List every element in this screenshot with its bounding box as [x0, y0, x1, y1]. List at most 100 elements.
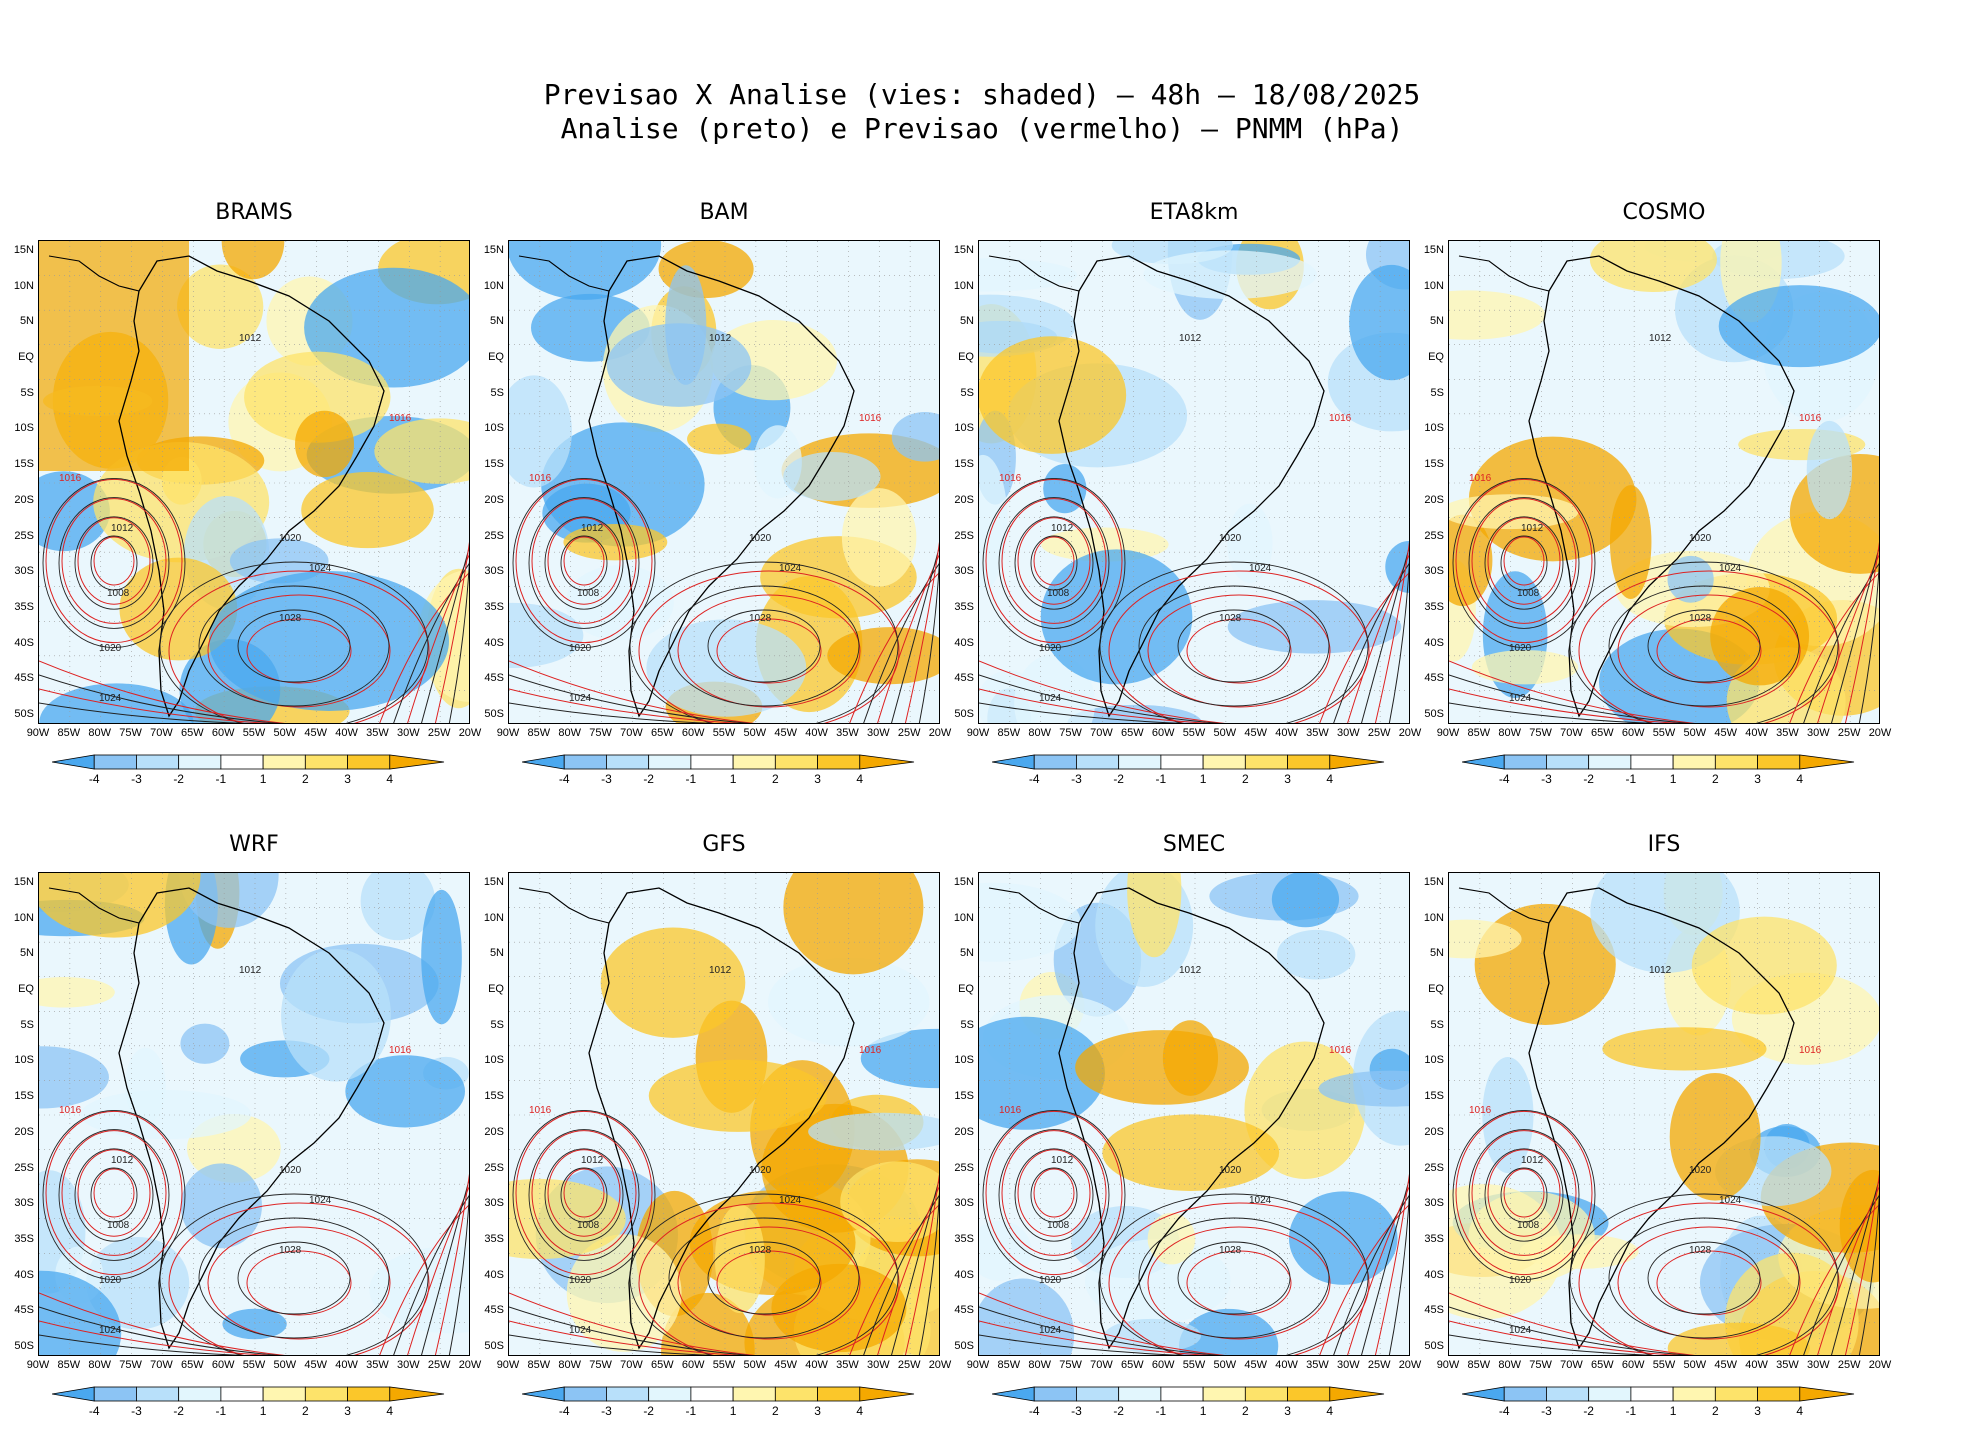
- analysis-isobar: [1608, 1217, 1800, 1339]
- analysis-isobar: [982, 1109, 1126, 1281]
- colorbar-swatch: [1076, 1386, 1120, 1402]
- panel-title: BRAMS: [215, 200, 293, 225]
- lon-tick-label: 85W: [527, 1359, 551, 1371]
- bias-shade: [783, 451, 881, 502]
- lon-tick-label: 65W: [180, 727, 204, 739]
- central-america-coastline: [518, 887, 610, 924]
- lat-tick-label: 10S: [484, 422, 504, 435]
- lat-tick-label: 5N: [959, 315, 974, 328]
- colorbar-swatch: [1462, 1386, 1505, 1402]
- colorbar-label: -2: [643, 1404, 654, 1418]
- lat-tick-label: 5S: [20, 386, 34, 399]
- colorbar-label: 3: [814, 1404, 821, 1418]
- analysis-isobar: [1138, 585, 1330, 707]
- forecast-isobar: [1578, 1202, 1840, 1355]
- forecast-isobar: [1471, 498, 1577, 624]
- isobar-label: 1012: [709, 333, 732, 344]
- forecast-isobar: [979, 660, 1226, 723]
- lon-tick-label: 45W: [1244, 727, 1268, 739]
- bias-shade: [565, 565, 674, 641]
- lat-tick-label: EQ: [958, 983, 974, 996]
- panel-title: SMEC: [1162, 832, 1226, 857]
- colorbar-swatch: [606, 754, 650, 770]
- lat-tick-label: 5S: [1430, 1018, 1444, 1031]
- bias-shade: [979, 1016, 1105, 1130]
- forecast-isobar: [515, 478, 653, 644]
- colorbar-label: -3: [1071, 772, 1082, 786]
- lon-tick-label: 30W: [396, 727, 420, 739]
- lon-tick-label: 25W: [427, 727, 451, 739]
- colorbar-swatch: [1630, 1386, 1674, 1402]
- analysis-isobar: [39, 1334, 245, 1355]
- forecast-isobar: [1147, 594, 1331, 708]
- lat-tick-label: 50S: [484, 1340, 504, 1352]
- analysis-isobar: [629, 561, 899, 723]
- lat-tick-label: 15S: [954, 1090, 974, 1103]
- lon-tick-label: 35W: [366, 727, 389, 739]
- forecast-isobar: [39, 688, 271, 723]
- lon-tick-label: 80W: [1498, 727, 1522, 739]
- colorbar-label: 2: [1241, 772, 1249, 786]
- lat-tick-label: 50S: [1424, 708, 1444, 720]
- bias-shade: [421, 889, 462, 1025]
- forecast-isobar: [246, 1250, 352, 1316]
- bias-shade: [1043, 463, 1087, 514]
- colorbar-label: 3: [1754, 1404, 1761, 1418]
- lat-tick-label: 10S: [14, 422, 34, 435]
- lat-tick-label: 35S: [954, 1232, 974, 1245]
- analysis-isobar: [1831, 546, 1879, 723]
- colorbar-swatch: [1714, 1386, 1758, 1402]
- lon-tick-label: 40W: [335, 1359, 358, 1371]
- colorbar-label: 4: [856, 772, 864, 786]
- colorbar-swatch: [1202, 754, 1246, 770]
- isobar-label: 1012: [581, 1155, 604, 1166]
- lat-tick-label: 10N: [1423, 911, 1444, 924]
- lat-tick-label: 40S: [954, 636, 974, 649]
- isobar-label: 1016: [1329, 1045, 1352, 1056]
- lon-tick-label: 35W: [836, 1359, 859, 1371]
- forecast-isobar: [1108, 570, 1370, 723]
- colorbar-label: 1: [1199, 1404, 1207, 1418]
- colorbar-swatch: [262, 754, 306, 770]
- isobar-label: 1012: [1051, 523, 1074, 534]
- lat-tick-label: 10N: [953, 279, 974, 292]
- lon-tick-label: 75W: [1059, 1359, 1082, 1371]
- lon-tick-label: 20W: [1398, 1359, 1422, 1371]
- analysis-isobar: [1468, 1129, 1580, 1261]
- lat-tick-label: 45S: [14, 672, 34, 685]
- forecast-isobar: [1449, 688, 1681, 723]
- isobar-label: 1028: [279, 613, 302, 624]
- colorbar-swatch: [1503, 754, 1547, 770]
- forecast-isobar: [979, 1292, 1226, 1355]
- lon-tick-label: 55W: [1652, 727, 1676, 739]
- lat-tick-label: 30S: [954, 565, 974, 578]
- bias-shade: [979, 336, 1127, 454]
- lat-tick-label: EQ: [1428, 983, 1444, 996]
- colorbar-swatch: [1329, 754, 1385, 770]
- forecast-isobar: [1374, 541, 1409, 723]
- lon-tick-label: 75W: [1529, 1359, 1552, 1371]
- lon-tick-label: 55W: [1652, 1359, 1676, 1371]
- forecast-isobar: [168, 570, 430, 723]
- forecast-isobar: [547, 517, 621, 605]
- forecast-isobar: [509, 1292, 756, 1355]
- analysis-isobar: [918, 1192, 939, 1355]
- colorbar-swatch: [774, 1386, 818, 1402]
- lon-tick-label: 70W: [150, 727, 173, 739]
- colorbar-swatch: [136, 1386, 180, 1402]
- forecast-isobar: [849, 1204, 939, 1355]
- forecast-isobar: [563, 536, 605, 586]
- colorbar-swatch: [1546, 754, 1590, 770]
- lat-tick-label: 10N: [483, 279, 504, 292]
- analysis-isobar: [159, 1193, 429, 1355]
- isobar-label: 1016: [1799, 413, 1822, 424]
- map-area: 1008 1012 1016 1020 1024 1028 1012 1016 1020 1024: [1448, 872, 1880, 1356]
- colorbar-swatch: [1202, 1386, 1246, 1402]
- lon-tick-label: 65W: [650, 727, 674, 739]
- isobar-label: 1020: [1509, 643, 1532, 654]
- bias-shade: [1385, 541, 1409, 593]
- colorbar-swatch: [1714, 754, 1758, 770]
- isobar-label: 1024: [1719, 1195, 1742, 1206]
- lat-tick-label: 30S: [14, 565, 34, 578]
- bias-shade: [1449, 514, 1493, 607]
